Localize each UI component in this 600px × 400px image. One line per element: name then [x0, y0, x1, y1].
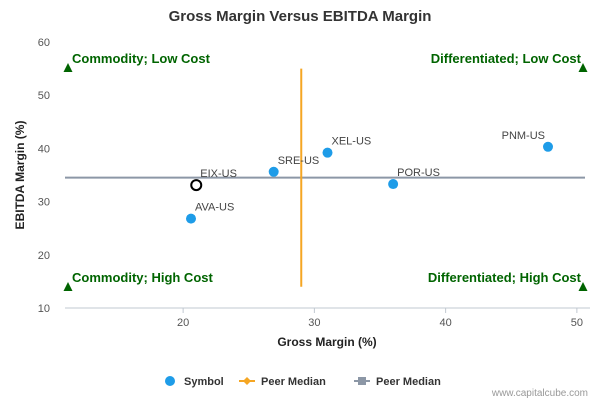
data-point-label: XEL-US — [332, 136, 372, 148]
quadrant-markers — [63, 63, 588, 291]
x-tick-label: 40 — [440, 317, 452, 329]
credit-text: www.capitalcube.com — [491, 388, 588, 399]
quadrant-label-bottom-right: Differentiated; High Cost — [428, 270, 582, 285]
data-point-label: AVA-US — [195, 202, 234, 214]
y-tick-label: 60 — [38, 37, 50, 49]
quadrant-label-top-left: Commodity; Low Cost — [72, 51, 211, 66]
x-axis-title: Gross Margin (%) — [277, 335, 376, 349]
legend-median-y-marker — [358, 377, 366, 385]
quadrant-label-bottom-left: Commodity; High Cost — [72, 270, 213, 285]
legend-label: Symbol — [184, 376, 224, 388]
data-point — [388, 179, 399, 190]
legend-label: Peer Median — [261, 376, 326, 388]
y-axis-title: EBITDA Margin (%) — [13, 121, 27, 230]
quadrant-label-top-right: Differentiated; Low Cost — [431, 51, 582, 66]
legend: Symbol Peer Median Peer Median — [165, 376, 441, 388]
x-axis-ticks: 20 30 40 50 — [177, 308, 583, 329]
data-point-highlighted — [190, 179, 203, 192]
data-point-label: SRE-US — [278, 155, 320, 167]
data-point — [322, 147, 333, 158]
data-point — [543, 141, 553, 152]
y-tick-label: 20 — [38, 250, 50, 262]
x-tick-label: 50 — [571, 317, 583, 329]
y-tick-label: 30 — [38, 197, 50, 209]
x-tick-label: 20 — [177, 317, 189, 329]
data-points: AVA-US EIX-US SRE-US XEL-US POR-US PNM-US — [186, 130, 553, 224]
y-tick-label: 50 — [38, 90, 50, 102]
data-point-label: PNM-US — [502, 130, 545, 142]
quadrant-marker-bottom-right — [578, 282, 588, 291]
legend-median-x-marker — [243, 377, 251, 385]
peer-median-lines — [65, 68, 585, 287]
quadrant-marker-top-left — [63, 63, 73, 72]
quadrant-marker-bottom-left — [63, 282, 73, 291]
legend-label: Peer Median — [376, 376, 441, 388]
y-tick-label: 40 — [38, 143, 50, 155]
data-point — [186, 213, 196, 224]
data-point — [268, 166, 279, 177]
data-point-label: EIX-US — [200, 168, 237, 180]
chart-title: Gross Margin Versus EBITDA Margin — [169, 8, 432, 25]
x-tick-label: 30 — [308, 317, 320, 329]
quadrant-marker-top-right — [578, 63, 588, 72]
y-axis-ticks: 10 20 30 40 50 60 — [38, 37, 50, 315]
legend-symbol-marker — [165, 376, 175, 386]
data-point-label: POR-US — [397, 167, 440, 179]
y-tick-label: 10 — [38, 303, 50, 315]
